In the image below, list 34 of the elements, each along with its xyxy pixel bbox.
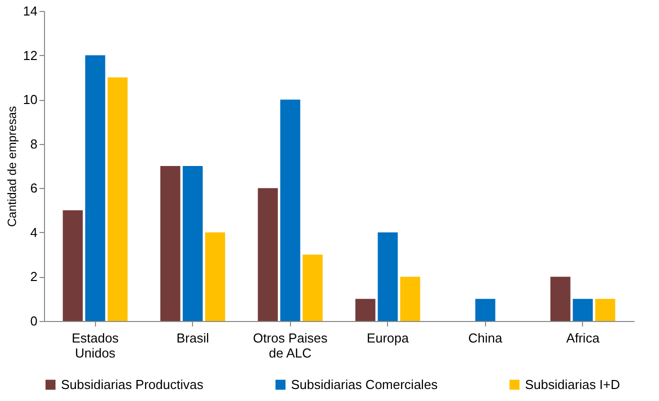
y-tick-label: 10 xyxy=(23,92,38,108)
y-tick-label: 12 xyxy=(23,48,38,63)
bar xyxy=(475,298,496,321)
legend-label: Subsidiarias Comerciales xyxy=(291,376,438,392)
y-tick-label: 14 xyxy=(23,4,38,18)
bar xyxy=(108,77,128,321)
bar xyxy=(85,55,106,321)
y-tick-label: 2 xyxy=(30,269,38,284)
legend-label: Subsidiarias Productivas xyxy=(61,376,204,392)
legend-label: Subsidiarias I+D xyxy=(525,376,620,392)
bar xyxy=(182,166,203,321)
y-tick-label: 6 xyxy=(30,180,38,196)
bar xyxy=(62,210,83,321)
bar xyxy=(355,298,376,321)
bar xyxy=(595,298,616,321)
y-tick-label: 8 xyxy=(30,136,38,152)
x-tick-label: Otros Paises de ALC xyxy=(253,330,328,360)
x-tick-label: Europa xyxy=(366,330,410,346)
x-tick-label: China xyxy=(468,330,504,346)
bar xyxy=(160,166,180,321)
bar xyxy=(302,254,323,321)
bar xyxy=(258,188,278,321)
y-axis-title: Cantidad de empresas xyxy=(5,106,20,227)
bar xyxy=(572,298,593,321)
x-tick-label: Africa xyxy=(566,330,600,346)
bar xyxy=(378,232,398,321)
x-tick-label: Estados Unidos xyxy=(72,330,120,360)
bar xyxy=(550,276,570,321)
y-tick-label: 4 xyxy=(30,224,38,240)
x-tick-label: Brasil xyxy=(176,330,210,346)
bar xyxy=(280,100,300,321)
y-tick-label: 0 xyxy=(30,314,38,328)
bar xyxy=(400,276,420,321)
bar xyxy=(205,232,226,321)
